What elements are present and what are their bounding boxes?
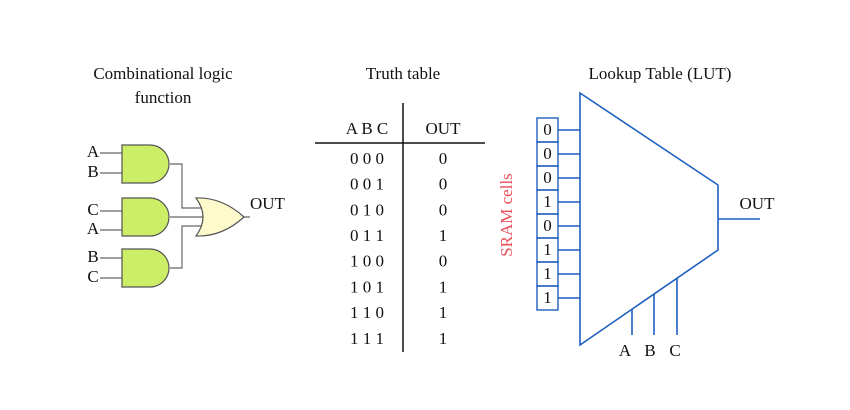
select-label: B [644,341,655,360]
select-label: A [619,341,632,360]
input-label: C [87,200,98,219]
table-cell: 0 1 1 [350,226,384,245]
table-header: A B C [346,119,389,138]
table-cell: 1 1 1 [350,329,384,348]
table-cell: 0 0 0 [350,149,384,168]
table-cell: 1 0 1 [350,277,384,296]
table-cell: 1 [439,226,448,245]
sram-cells: 0 0 0 1 0 1 1 1 [536,117,580,311]
cell-value: 1 [543,240,552,259]
input-label: B [87,247,98,266]
input-label: A [87,219,100,238]
side-label: SRAM cells [497,173,516,257]
select-label: C [669,341,680,360]
table-cell: 0 [439,175,448,194]
table-cell: 1 [439,329,448,348]
table-cell: 1 [439,303,448,322]
output-label: OUT [740,194,776,213]
input-label: A [87,142,100,161]
cell-value: 1 [543,192,552,211]
cell-value: 0 [543,144,552,163]
table-cell: 0 0 1 [350,175,384,194]
cell-value: 0 [543,216,552,235]
section-title: Lookup Table (LUT) [589,64,732,83]
input-label: C [87,267,98,286]
table-header: OUT [426,119,462,138]
input-label: B [87,162,98,181]
table-cell: 1 1 0 [350,303,384,322]
table-cell: 1 0 0 [350,252,384,271]
cell-value: 1 [543,288,552,307]
logic-circuit [100,144,250,288]
output-label: OUT [250,194,286,213]
table-cell: 0 1 0 [350,200,384,219]
table-cell: 0 [439,200,448,219]
section-title: Combinational logic [93,64,233,83]
table-cell: 0 [439,252,448,271]
table-cell: 1 [439,277,448,296]
cell-value: 0 [543,168,552,187]
section-title: Truth table [366,64,440,83]
table-body: 0 0 0 0 0 0 1 0 0 1 0 0 0 1 1 1 1 0 0 0 1 0 1 1 1 1 … [350,149,447,348]
section-title: function [135,88,192,107]
table-cell: 0 [439,149,448,168]
cell-value: 0 [543,120,552,139]
lut-shape [579,91,760,347]
cell-value: 1 [543,264,552,283]
